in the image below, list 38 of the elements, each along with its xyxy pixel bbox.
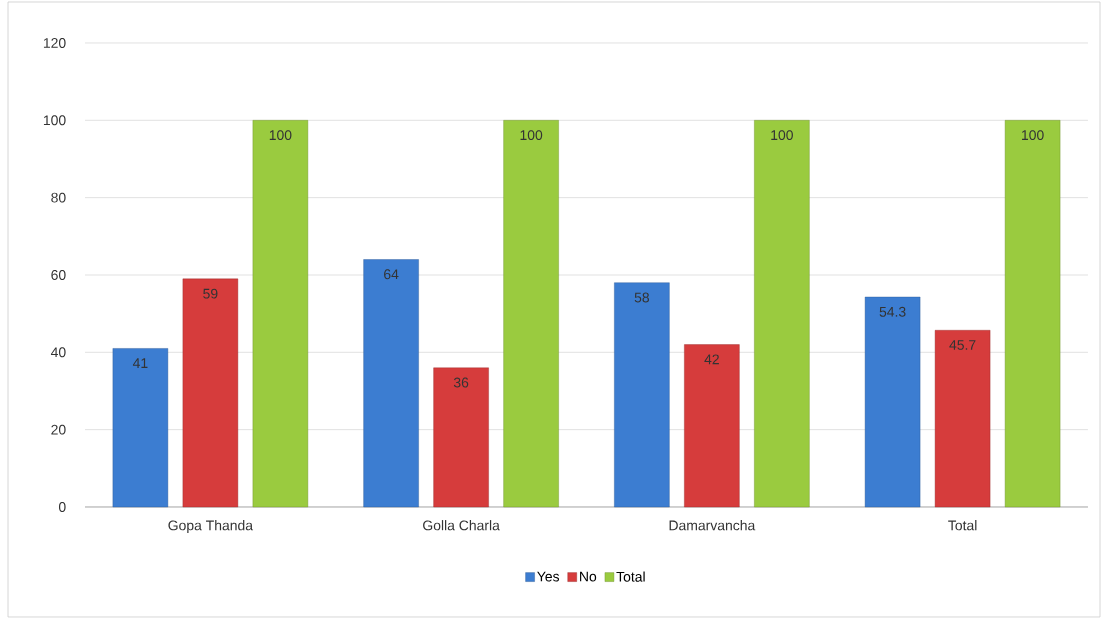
y-tick-label: 80 <box>51 192 66 203</box>
data-label: 100 <box>269 130 292 141</box>
y-tick-label: 20 <box>51 424 66 435</box>
y-tick-label: 40 <box>50 347 66 358</box>
x-tick-label: Golla Charla <box>423 520 500 531</box>
legend-label: Total <box>616 571 645 582</box>
data-label: 42 <box>704 354 719 365</box>
data-label: 54.3 <box>879 306 906 317</box>
bar <box>754 120 810 508</box>
bar <box>934 330 991 508</box>
y-tick-label: 60 <box>51 270 66 280</box>
bar <box>864 296 921 508</box>
data-label: 64 <box>384 269 399 280</box>
bar <box>503 120 559 508</box>
data-label: 36 <box>453 377 469 388</box>
legend-label: Yes <box>537 571 560 582</box>
bar <box>1004 120 1061 508</box>
y-tick-label: 120 <box>43 38 66 48</box>
data-label: 41 <box>132 358 148 368</box>
x-tick-label: Damarvancha <box>669 520 756 531</box>
data-label: 100 <box>1022 130 1044 141</box>
bar <box>433 367 489 508</box>
bar <box>112 348 169 508</box>
y-tick-label: 100 <box>43 115 66 126</box>
data-label: 58 <box>634 292 650 303</box>
data-label: 59 <box>203 288 218 299</box>
legend-label: No <box>580 571 597 582</box>
bar <box>684 344 740 508</box>
bar <box>252 120 309 508</box>
data-label: 100 <box>520 130 543 141</box>
data-label: 100 <box>771 130 793 141</box>
bar <box>614 282 670 508</box>
bar <box>363 259 419 508</box>
y-tick-label: 0 <box>58 502 66 512</box>
x-tick-label: Gopa Thanda <box>168 520 254 534</box>
x-tick-label: Total <box>948 520 977 531</box>
bar <box>182 278 239 508</box>
data-label: 45.7 <box>949 340 976 350</box>
